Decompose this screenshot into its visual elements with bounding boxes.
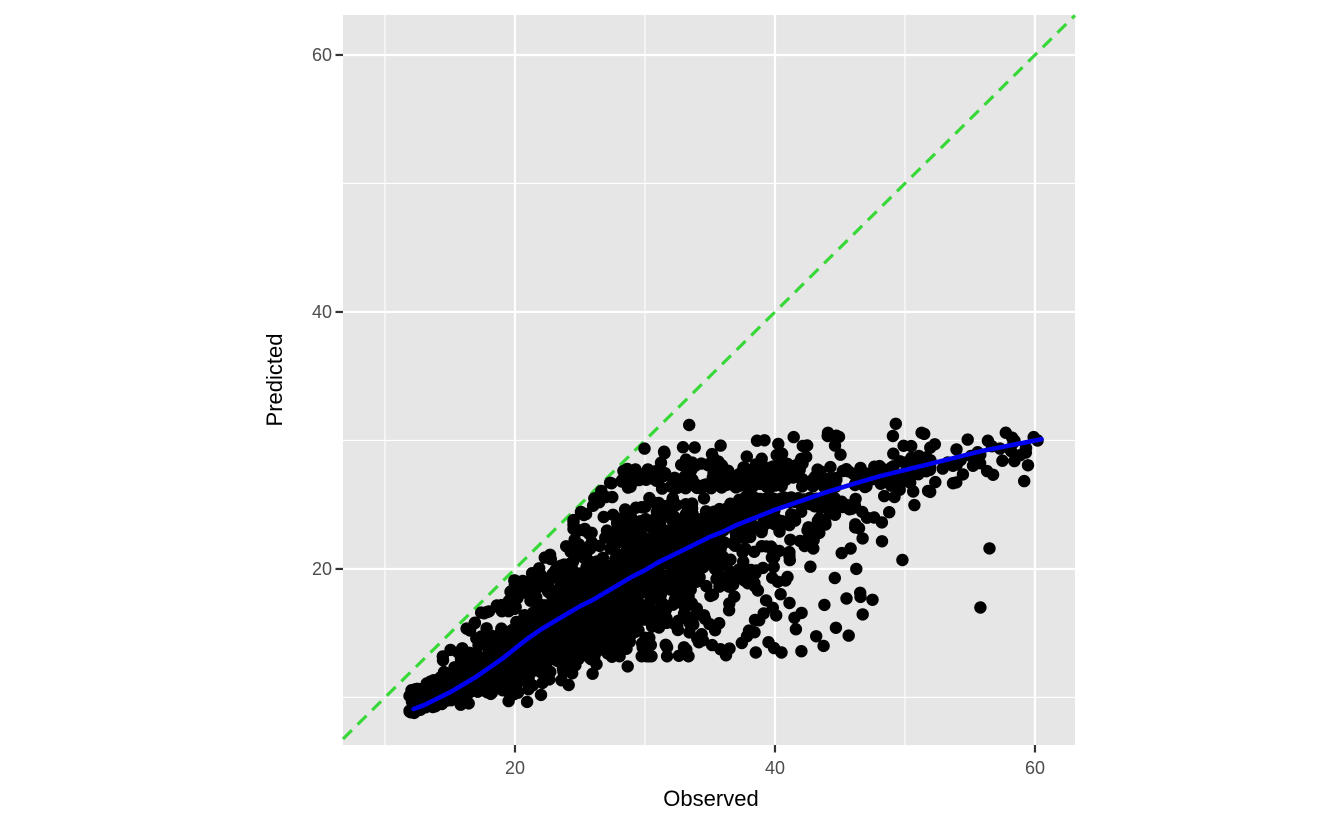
y-tick-label-60: 60	[312, 45, 332, 65]
smooth-line	[411, 436, 1044, 712]
x-axis-title: Observed	[663, 786, 758, 811]
major-gridlines	[343, 15, 1075, 745]
identity-line	[341, 14, 1077, 741]
x-tick-label-60: 60	[1025, 758, 1045, 778]
x-tick-label-40: 40	[765, 758, 785, 778]
scatter-points	[403, 417, 1044, 720]
x-tick-label-20: 20	[505, 758, 525, 778]
y-tick-label-20: 20	[312, 559, 332, 579]
plot-panel	[343, 15, 1075, 745]
axis-tick-marks	[335, 53, 1037, 753]
y-axis-title: Predicted	[262, 334, 287, 427]
y-tick-label-40: 40	[312, 302, 332, 322]
